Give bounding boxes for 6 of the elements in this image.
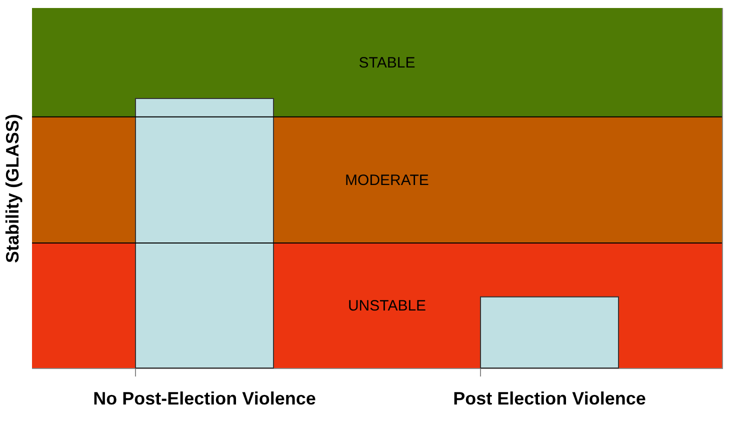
x-tick-label: Post Election Violence bbox=[453, 388, 646, 408]
x-tick-label: No Post-Election Violence bbox=[93, 388, 316, 408]
band-label: MODERATE bbox=[345, 172, 429, 189]
y-axis-title: Stability (GLASS) bbox=[2, 114, 22, 264]
band-label: STABLE bbox=[358, 54, 416, 72]
band-label: UNSTABLE bbox=[348, 297, 426, 314]
